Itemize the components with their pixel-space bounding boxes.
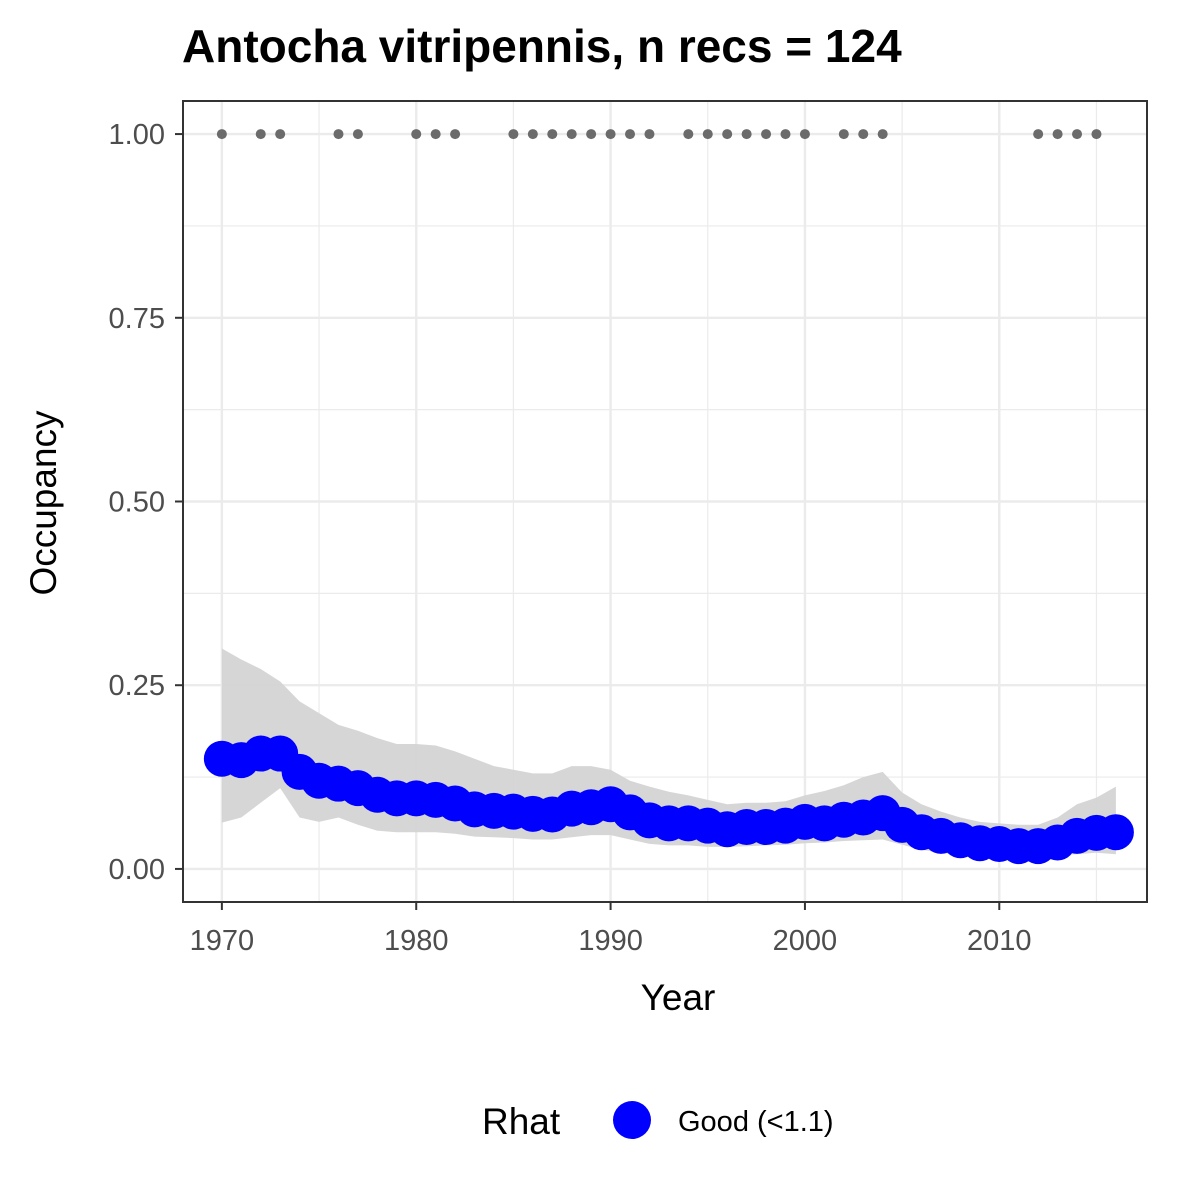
- chart-title: Antocha vitripennis, n recs = 124: [182, 20, 902, 72]
- record-point: [605, 129, 616, 140]
- record-point: [527, 129, 538, 140]
- record-point: [1052, 129, 1063, 140]
- y-axis-title: Occupancy: [23, 410, 64, 596]
- record-point: [683, 129, 694, 140]
- record-point: [1091, 129, 1102, 140]
- record-point: [1072, 129, 1083, 140]
- x-tick-label: 2000: [773, 925, 838, 957]
- record-point: [333, 129, 344, 140]
- record-point: [547, 129, 558, 140]
- y-tick-label: 0.25: [109, 670, 165, 702]
- y-tick-label: 0.00: [109, 854, 165, 886]
- x-tick-label: 1990: [578, 925, 643, 957]
- record-point: [566, 129, 577, 140]
- record-point: [644, 129, 655, 140]
- record-point: [450, 129, 461, 140]
- record-point: [702, 129, 713, 140]
- x-tick-label: 1980: [384, 925, 449, 957]
- occupancy-points: [203, 735, 1134, 865]
- record-point: [780, 129, 791, 140]
- y-tick-label: 0.50: [109, 487, 165, 519]
- legend: Rhat Good (<1.1): [482, 1101, 834, 1142]
- record-points: [216, 129, 1102, 140]
- record-point: [838, 129, 849, 140]
- record-point: [352, 129, 363, 140]
- x-axis-ticks: 1970 1980 1990 2000 2010: [190, 902, 1032, 957]
- y-tick-label: 0.75: [109, 303, 165, 335]
- record-point: [411, 129, 422, 140]
- x-axis-title: Year: [641, 977, 716, 1018]
- record-point: [255, 129, 266, 140]
- y-tick-label: 1.00: [109, 119, 165, 151]
- x-tick-label: 2010: [967, 925, 1032, 957]
- record-point: [1033, 129, 1044, 140]
- legend-title: Rhat: [482, 1101, 561, 1142]
- record-point: [275, 129, 286, 140]
- record-point: [722, 129, 733, 140]
- x-tick-label: 1970: [190, 925, 255, 957]
- occupancy-point: [1097, 814, 1134, 851]
- record-point: [586, 129, 597, 140]
- record-point: [625, 129, 636, 140]
- legend-key-good: [613, 1101, 651, 1139]
- record-point: [216, 129, 227, 140]
- record-point: [508, 129, 519, 140]
- record-point: [430, 129, 441, 140]
- record-point: [799, 129, 810, 140]
- record-point: [741, 129, 752, 140]
- record-point: [761, 129, 772, 140]
- record-point: [858, 129, 869, 140]
- legend-label-good: Good (<1.1): [678, 1106, 834, 1138]
- y-axis-ticks: 0.00 0.25 0.50 0.75 1.00: [109, 119, 183, 886]
- record-point: [877, 129, 888, 140]
